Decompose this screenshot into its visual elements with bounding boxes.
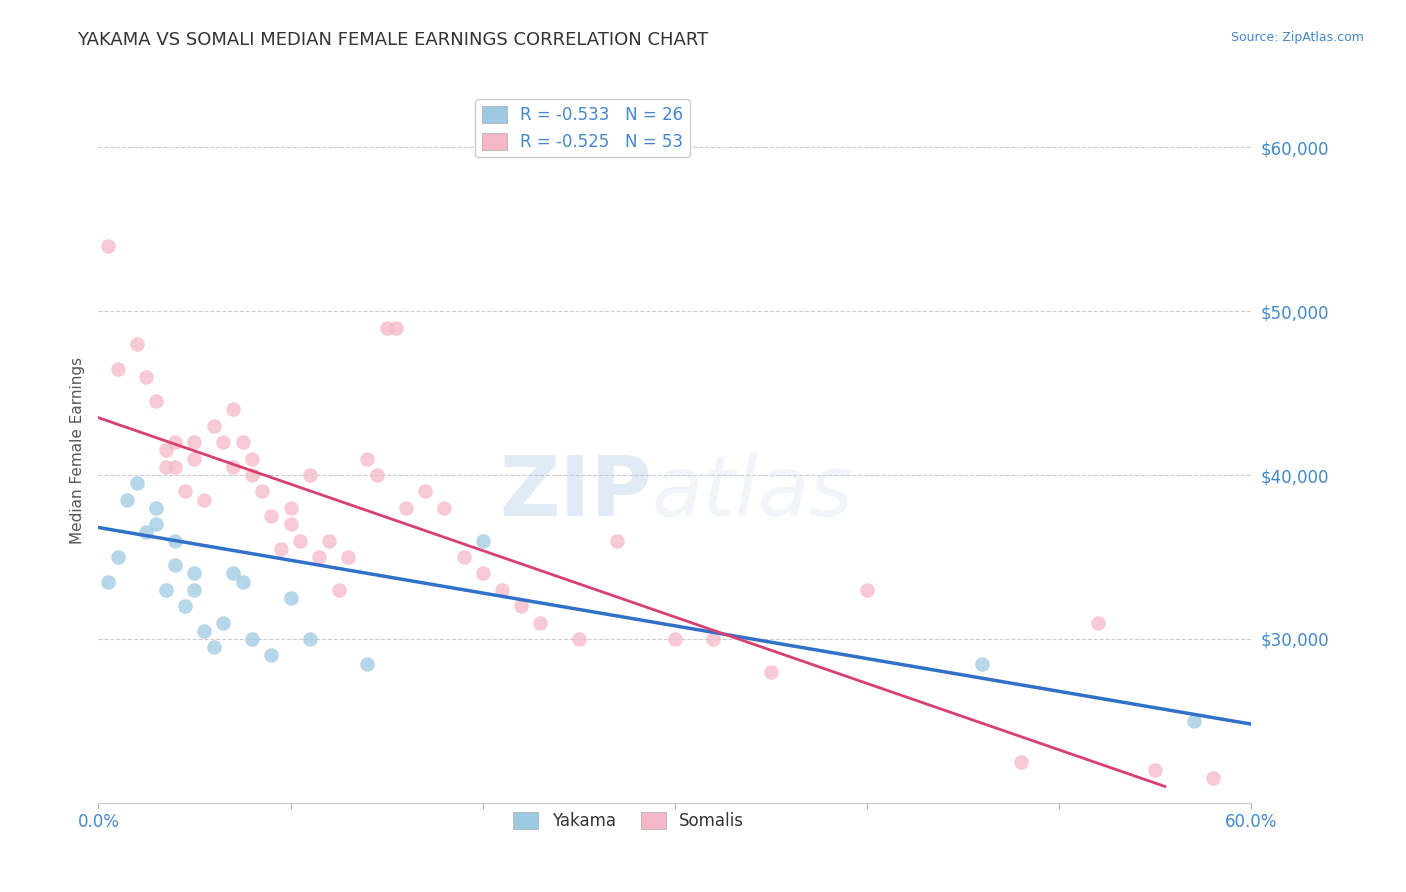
- Point: [145, 394, 167, 409]
- Point: [356, 451, 378, 466]
- Point: [280, 500, 302, 515]
- Point: [222, 459, 245, 474]
- Point: [117, 492, 139, 507]
- Point: [529, 615, 551, 630]
- Point: [165, 435, 187, 450]
- Point: [433, 500, 456, 515]
- Point: [125, 476, 148, 491]
- Point: [413, 484, 436, 499]
- Point: [145, 517, 167, 532]
- Point: [125, 337, 148, 351]
- Point: [290, 533, 312, 548]
- Point: [366, 468, 388, 483]
- Point: [231, 435, 254, 450]
- Point: [202, 640, 225, 654]
- Point: [759, 665, 782, 679]
- Point: [107, 361, 129, 376]
- Point: [240, 632, 263, 646]
- Point: [568, 632, 591, 646]
- Point: [155, 443, 177, 458]
- Point: [1010, 755, 1032, 769]
- Point: [165, 533, 187, 548]
- Point: [308, 549, 330, 564]
- Point: [135, 369, 157, 384]
- Point: [222, 402, 245, 417]
- Point: [174, 599, 197, 614]
- Point: [280, 517, 302, 532]
- Point: [183, 451, 205, 466]
- Point: [664, 632, 686, 646]
- Point: [183, 582, 205, 597]
- Point: [250, 484, 273, 499]
- Point: [212, 615, 235, 630]
- Text: atlas: atlas: [652, 452, 853, 533]
- Point: [270, 541, 292, 556]
- Y-axis label: Median Female Earnings: Median Female Earnings: [69, 357, 84, 544]
- Point: [298, 632, 321, 646]
- Point: [375, 320, 398, 334]
- Point: [155, 582, 177, 597]
- Point: [145, 500, 167, 515]
- Point: [491, 582, 513, 597]
- Point: [165, 459, 187, 474]
- Point: [1202, 771, 1225, 785]
- Point: [212, 435, 235, 450]
- Point: [97, 238, 120, 252]
- Point: [972, 657, 994, 671]
- Point: [193, 624, 215, 638]
- Point: [453, 549, 475, 564]
- Point: [260, 508, 283, 523]
- Point: [183, 435, 205, 450]
- Point: [231, 574, 254, 589]
- Point: [1182, 714, 1205, 728]
- Point: [356, 657, 378, 671]
- Point: [280, 591, 302, 605]
- Point: [165, 558, 187, 573]
- Point: [395, 500, 418, 515]
- Point: [1087, 615, 1109, 630]
- Point: [174, 484, 197, 499]
- Point: [471, 533, 494, 548]
- Point: [385, 320, 408, 334]
- Point: [240, 451, 263, 466]
- Text: YAKAMA VS SOMALI MEDIAN FEMALE EARNINGS CORRELATION CHART: YAKAMA VS SOMALI MEDIAN FEMALE EARNINGS …: [77, 31, 709, 49]
- Point: [328, 582, 350, 597]
- Point: [471, 566, 494, 581]
- Point: [856, 582, 879, 597]
- Point: [193, 492, 215, 507]
- Point: [107, 549, 129, 564]
- Point: [97, 574, 120, 589]
- Point: [222, 566, 245, 581]
- Point: [318, 533, 340, 548]
- Point: [702, 632, 724, 646]
- Point: [202, 418, 225, 433]
- Point: [337, 549, 360, 564]
- Legend: Yakama, Somalis: Yakama, Somalis: [506, 805, 751, 837]
- Point: [183, 566, 205, 581]
- Point: [155, 459, 177, 474]
- Point: [240, 468, 263, 483]
- Point: [510, 599, 533, 614]
- Point: [298, 468, 321, 483]
- Text: Source: ZipAtlas.com: Source: ZipAtlas.com: [1230, 31, 1364, 45]
- Text: ZIP: ZIP: [499, 452, 652, 533]
- Point: [606, 533, 628, 548]
- Point: [135, 525, 157, 540]
- Point: [1144, 763, 1167, 777]
- Point: [260, 648, 283, 663]
